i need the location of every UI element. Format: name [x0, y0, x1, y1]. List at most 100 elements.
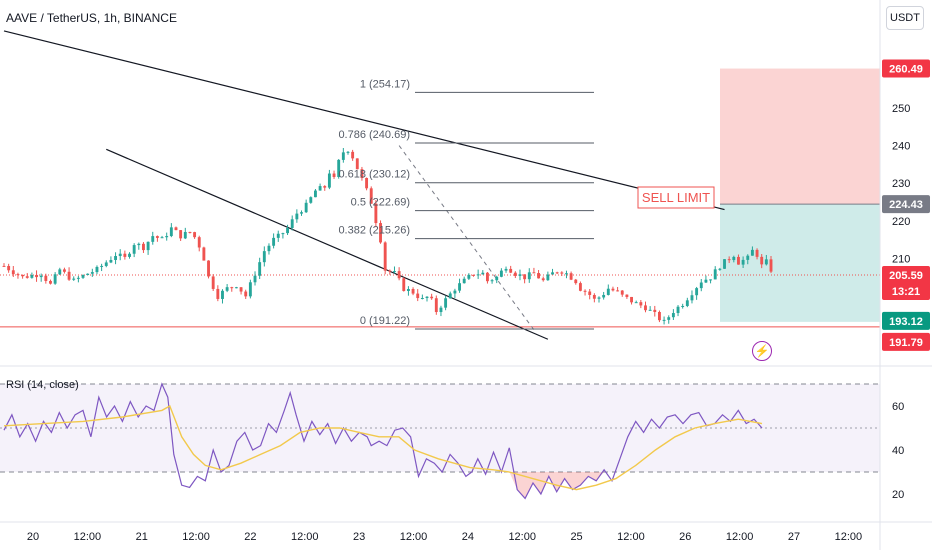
candle-body	[104, 262, 108, 266]
time-tick-label: 27	[788, 531, 800, 543]
rsi-tick-label: 40	[892, 445, 904, 457]
candle-body	[355, 158, 359, 170]
candle-body	[764, 259, 768, 265]
candle-body	[183, 231, 187, 239]
candle-body	[541, 278, 545, 281]
time-tick-label: 21	[136, 531, 148, 543]
last-price-badge-bg	[882, 265, 930, 300]
candle-body	[95, 266, 99, 273]
candle-body	[657, 311, 661, 321]
candle-body	[128, 253, 131, 257]
candle-body	[537, 273, 541, 279]
candle-body	[597, 297, 601, 299]
candle-body	[207, 260, 210, 277]
candle-body	[44, 275, 48, 281]
candle-body	[746, 255, 750, 260]
candle-body	[211, 276, 215, 289]
candle-body	[727, 259, 731, 261]
candle-body	[406, 289, 410, 291]
candle-body	[644, 305, 647, 311]
candle-body	[25, 276, 29, 278]
price-overlays: SELL LIMIT	[0, 30, 880, 340]
candle-body	[49, 280, 52, 284]
stop-price-badge: 260.49	[889, 64, 923, 76]
candle-body	[472, 274, 475, 276]
candle-body	[188, 231, 192, 233]
candle-body	[286, 227, 289, 234]
candle-body	[193, 232, 197, 238]
candle-body	[653, 309, 657, 312]
candle-body	[30, 274, 34, 278]
candle-body	[81, 275, 85, 278]
candle-body	[592, 294, 596, 299]
candles	[2, 147, 773, 325]
candle-body	[402, 278, 406, 291]
candle-body	[248, 282, 252, 297]
candle-body	[439, 307, 443, 313]
candle-body	[420, 298, 424, 300]
fib-level-label: 0.382 (215.26)	[338, 225, 410, 237]
candle-body	[221, 290, 224, 299]
candle-body	[109, 259, 113, 263]
time-tick-label: 12:00	[508, 531, 536, 543]
candle-body	[365, 177, 369, 189]
candle-body	[290, 219, 294, 228]
candle-body	[258, 262, 262, 276]
rsi-line	[3, 382, 763, 500]
candle-body	[513, 272, 517, 276]
candle-body	[602, 294, 606, 298]
fib-level-label: 0.786 (240.69)	[338, 129, 410, 141]
candle-body	[72, 278, 76, 280]
candle-body	[304, 202, 308, 213]
candle-body	[202, 247, 206, 261]
candle-body	[374, 203, 378, 224]
entry-price-badge: 224.43	[889, 199, 923, 211]
time-tick-label: 25	[570, 531, 582, 543]
candle-body	[332, 173, 336, 177]
candle-body	[630, 296, 633, 303]
candle-body	[383, 242, 387, 271]
channel-lower-line	[106, 148, 549, 340]
candle-body	[695, 288, 699, 296]
candle-body	[760, 256, 764, 265]
candle-body	[165, 236, 169, 238]
candle-body	[467, 274, 471, 279]
currency-button[interactable]: USDT	[886, 6, 924, 30]
candle-body	[216, 288, 220, 299]
time-tick-label: 12:00	[74, 531, 102, 543]
candle-body	[262, 251, 266, 263]
price-tick-label: 230	[892, 178, 910, 190]
candle-body	[444, 298, 448, 308]
candle-body	[583, 290, 587, 292]
candle-body	[53, 274, 57, 284]
candle-body	[309, 197, 313, 203]
candle-body	[620, 290, 624, 295]
candle-body	[671, 313, 675, 318]
fib-retracement[interactable]: 1 (254.17) 0.786 (240.69) 0.618 (230.12) 0.…	[338, 78, 594, 330]
candle-body	[667, 317, 671, 320]
candle-body	[448, 293, 452, 299]
candle-body	[234, 287, 238, 289]
candle-body	[551, 272, 554, 275]
candle-body	[295, 213, 299, 220]
candle-body	[518, 274, 522, 276]
rsi-pane: RSI (14, close)	[0, 379, 880, 499]
candle-body	[239, 287, 243, 292]
candle-body	[146, 241, 150, 251]
candle-body	[750, 249, 754, 256]
candle-body	[281, 233, 285, 235]
rsi-title: RSI (14, close)	[6, 379, 79, 391]
candle-body	[718, 268, 722, 270]
lightning-bolt-icon[interactable]: ⚡	[752, 341, 772, 361]
candle-body	[569, 273, 573, 280]
candle-body	[174, 227, 178, 231]
candle-body	[230, 287, 234, 289]
price-tick-label: 220	[892, 216, 910, 228]
candle-body	[62, 269, 66, 272]
candle-body	[337, 159, 341, 177]
time-tick-label: 12:00	[291, 531, 319, 543]
price-tick-label: 240	[892, 141, 910, 153]
candle-body	[253, 275, 257, 283]
candle-body	[458, 283, 461, 291]
